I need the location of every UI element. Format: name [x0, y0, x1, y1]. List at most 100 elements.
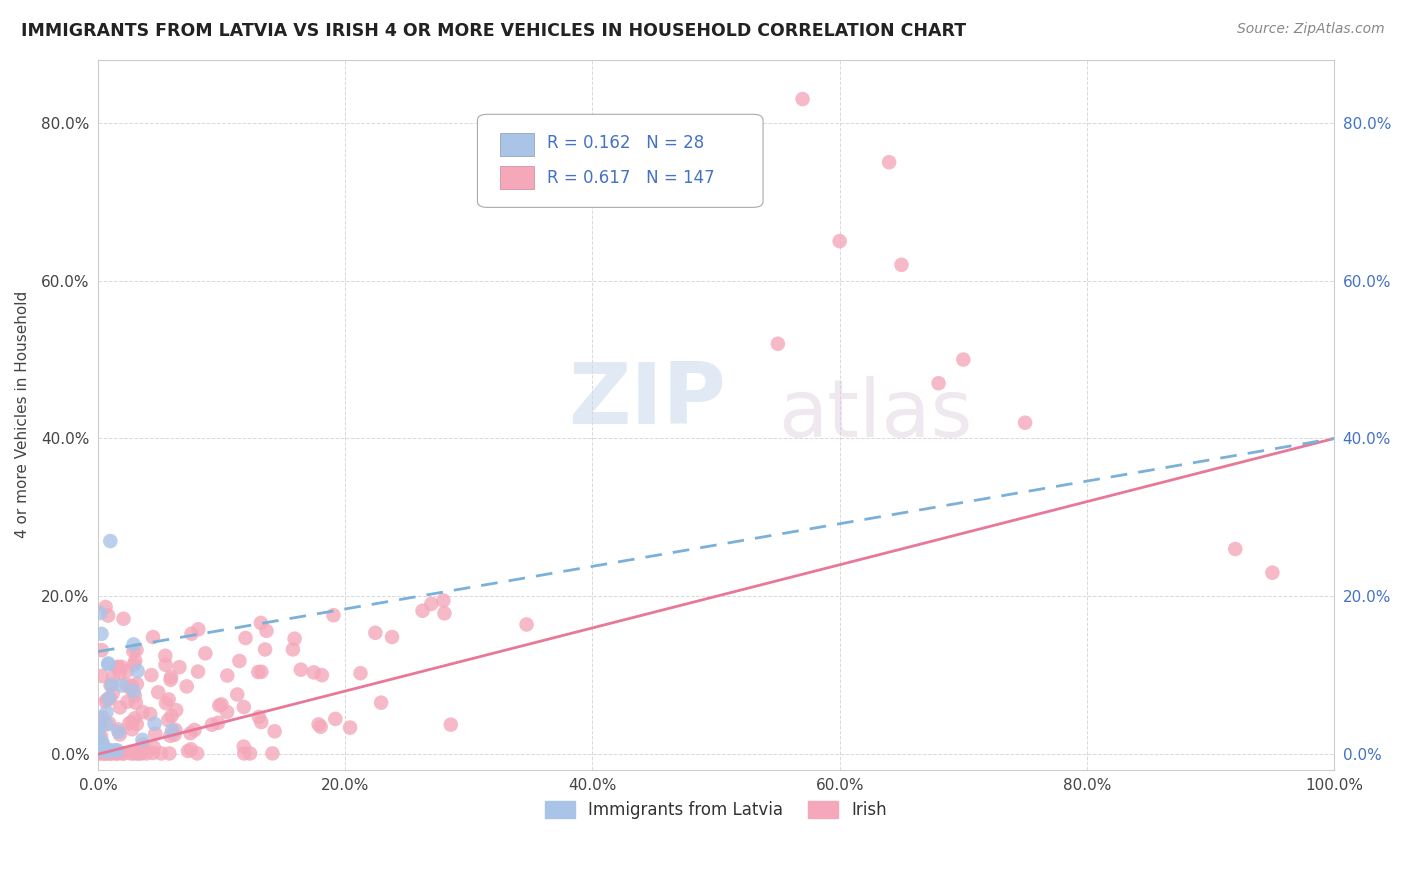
Point — [94, 743, 117, 757]
Point — [107, 723, 129, 737]
Point — [118, 716, 141, 731]
Point — [247, 665, 270, 679]
Point — [89, 731, 111, 745]
Point — [217, 705, 239, 719]
Point — [232, 700, 254, 714]
Point — [1261, 566, 1284, 580]
Point — [177, 744, 200, 758]
Point — [117, 695, 139, 709]
Point — [155, 648, 177, 663]
Point — [91, 738, 114, 752]
Point — [281, 642, 304, 657]
Point — [157, 692, 180, 706]
Point — [952, 352, 974, 367]
Point — [339, 721, 361, 735]
Point — [89, 747, 111, 761]
Point — [89, 722, 111, 736]
Point — [112, 747, 135, 761]
Point — [111, 679, 134, 693]
Point — [207, 715, 229, 730]
Point — [107, 660, 129, 674]
Point — [309, 720, 332, 734]
Point — [159, 729, 181, 743]
FancyBboxPatch shape — [478, 114, 763, 207]
Point — [94, 747, 117, 761]
Point — [124, 711, 146, 725]
Point — [120, 681, 142, 696]
Point — [143, 716, 166, 731]
Text: R = 0.162   N = 28: R = 0.162 N = 28 — [547, 135, 704, 153]
Point — [107, 660, 129, 674]
Point — [98, 716, 121, 731]
Point — [165, 703, 187, 717]
Point — [322, 608, 344, 623]
Point — [89, 732, 111, 747]
Point — [433, 607, 456, 621]
Point — [250, 615, 273, 630]
Point — [432, 593, 454, 607]
Point — [90, 627, 112, 641]
Point — [101, 686, 124, 700]
Text: ZIP: ZIP — [568, 359, 725, 442]
Point — [890, 258, 912, 272]
Point — [104, 747, 127, 761]
Point — [120, 747, 142, 761]
Point — [101, 670, 124, 684]
Point — [100, 747, 122, 761]
Point — [105, 743, 128, 757]
Point — [157, 747, 180, 761]
Point — [98, 534, 121, 549]
Point — [107, 724, 129, 739]
Point — [93, 747, 115, 761]
Point — [100, 747, 122, 761]
Point — [254, 642, 277, 657]
Point — [98, 691, 121, 706]
Point — [364, 625, 387, 640]
Point — [108, 665, 131, 680]
Point — [1014, 416, 1036, 430]
Point — [228, 654, 250, 668]
Point — [420, 597, 443, 611]
Point — [142, 740, 165, 755]
Point — [163, 728, 186, 742]
Point — [93, 747, 115, 761]
Point — [96, 705, 118, 719]
Point — [187, 665, 209, 679]
Point — [98, 743, 121, 757]
Point — [122, 684, 145, 698]
Point — [302, 665, 325, 680]
Point — [89, 606, 111, 620]
Point — [187, 622, 209, 636]
Point — [91, 743, 114, 757]
Point — [122, 637, 145, 651]
Point — [226, 688, 249, 702]
Point — [877, 155, 900, 169]
Point — [94, 694, 117, 708]
Point — [165, 723, 187, 737]
Point — [516, 617, 538, 632]
Point — [250, 665, 273, 679]
Point — [233, 747, 256, 761]
Point — [141, 668, 163, 682]
Point — [98, 747, 121, 761]
Point — [124, 654, 146, 668]
Point — [90, 669, 112, 683]
Point — [122, 644, 145, 658]
Point — [131, 741, 153, 756]
Point — [325, 712, 347, 726]
Point — [201, 717, 224, 731]
Point — [828, 234, 851, 248]
Point — [115, 664, 138, 678]
Point — [127, 664, 149, 678]
Text: R = 0.617   N = 147: R = 0.617 N = 147 — [547, 169, 714, 186]
Point — [89, 712, 111, 726]
Point — [131, 747, 153, 761]
Point — [112, 612, 135, 626]
Point — [208, 698, 231, 713]
Legend: Immigrants from Latvia, Irish: Immigrants from Latvia, Irish — [538, 794, 894, 826]
Point — [155, 696, 177, 710]
Point — [194, 646, 217, 660]
Point — [928, 376, 950, 391]
Point — [217, 668, 239, 682]
Point — [105, 747, 128, 761]
